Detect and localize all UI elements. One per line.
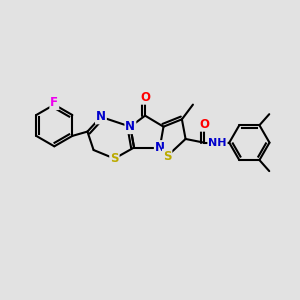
Text: O: O	[140, 91, 150, 104]
Text: NH: NH	[208, 138, 227, 148]
Text: N: N	[96, 110, 106, 123]
Text: N: N	[125, 120, 135, 133]
Text: S: S	[163, 150, 171, 163]
Text: S: S	[110, 152, 119, 165]
Text: N: N	[155, 141, 165, 154]
Text: F: F	[50, 96, 58, 109]
Text: O: O	[199, 118, 209, 131]
